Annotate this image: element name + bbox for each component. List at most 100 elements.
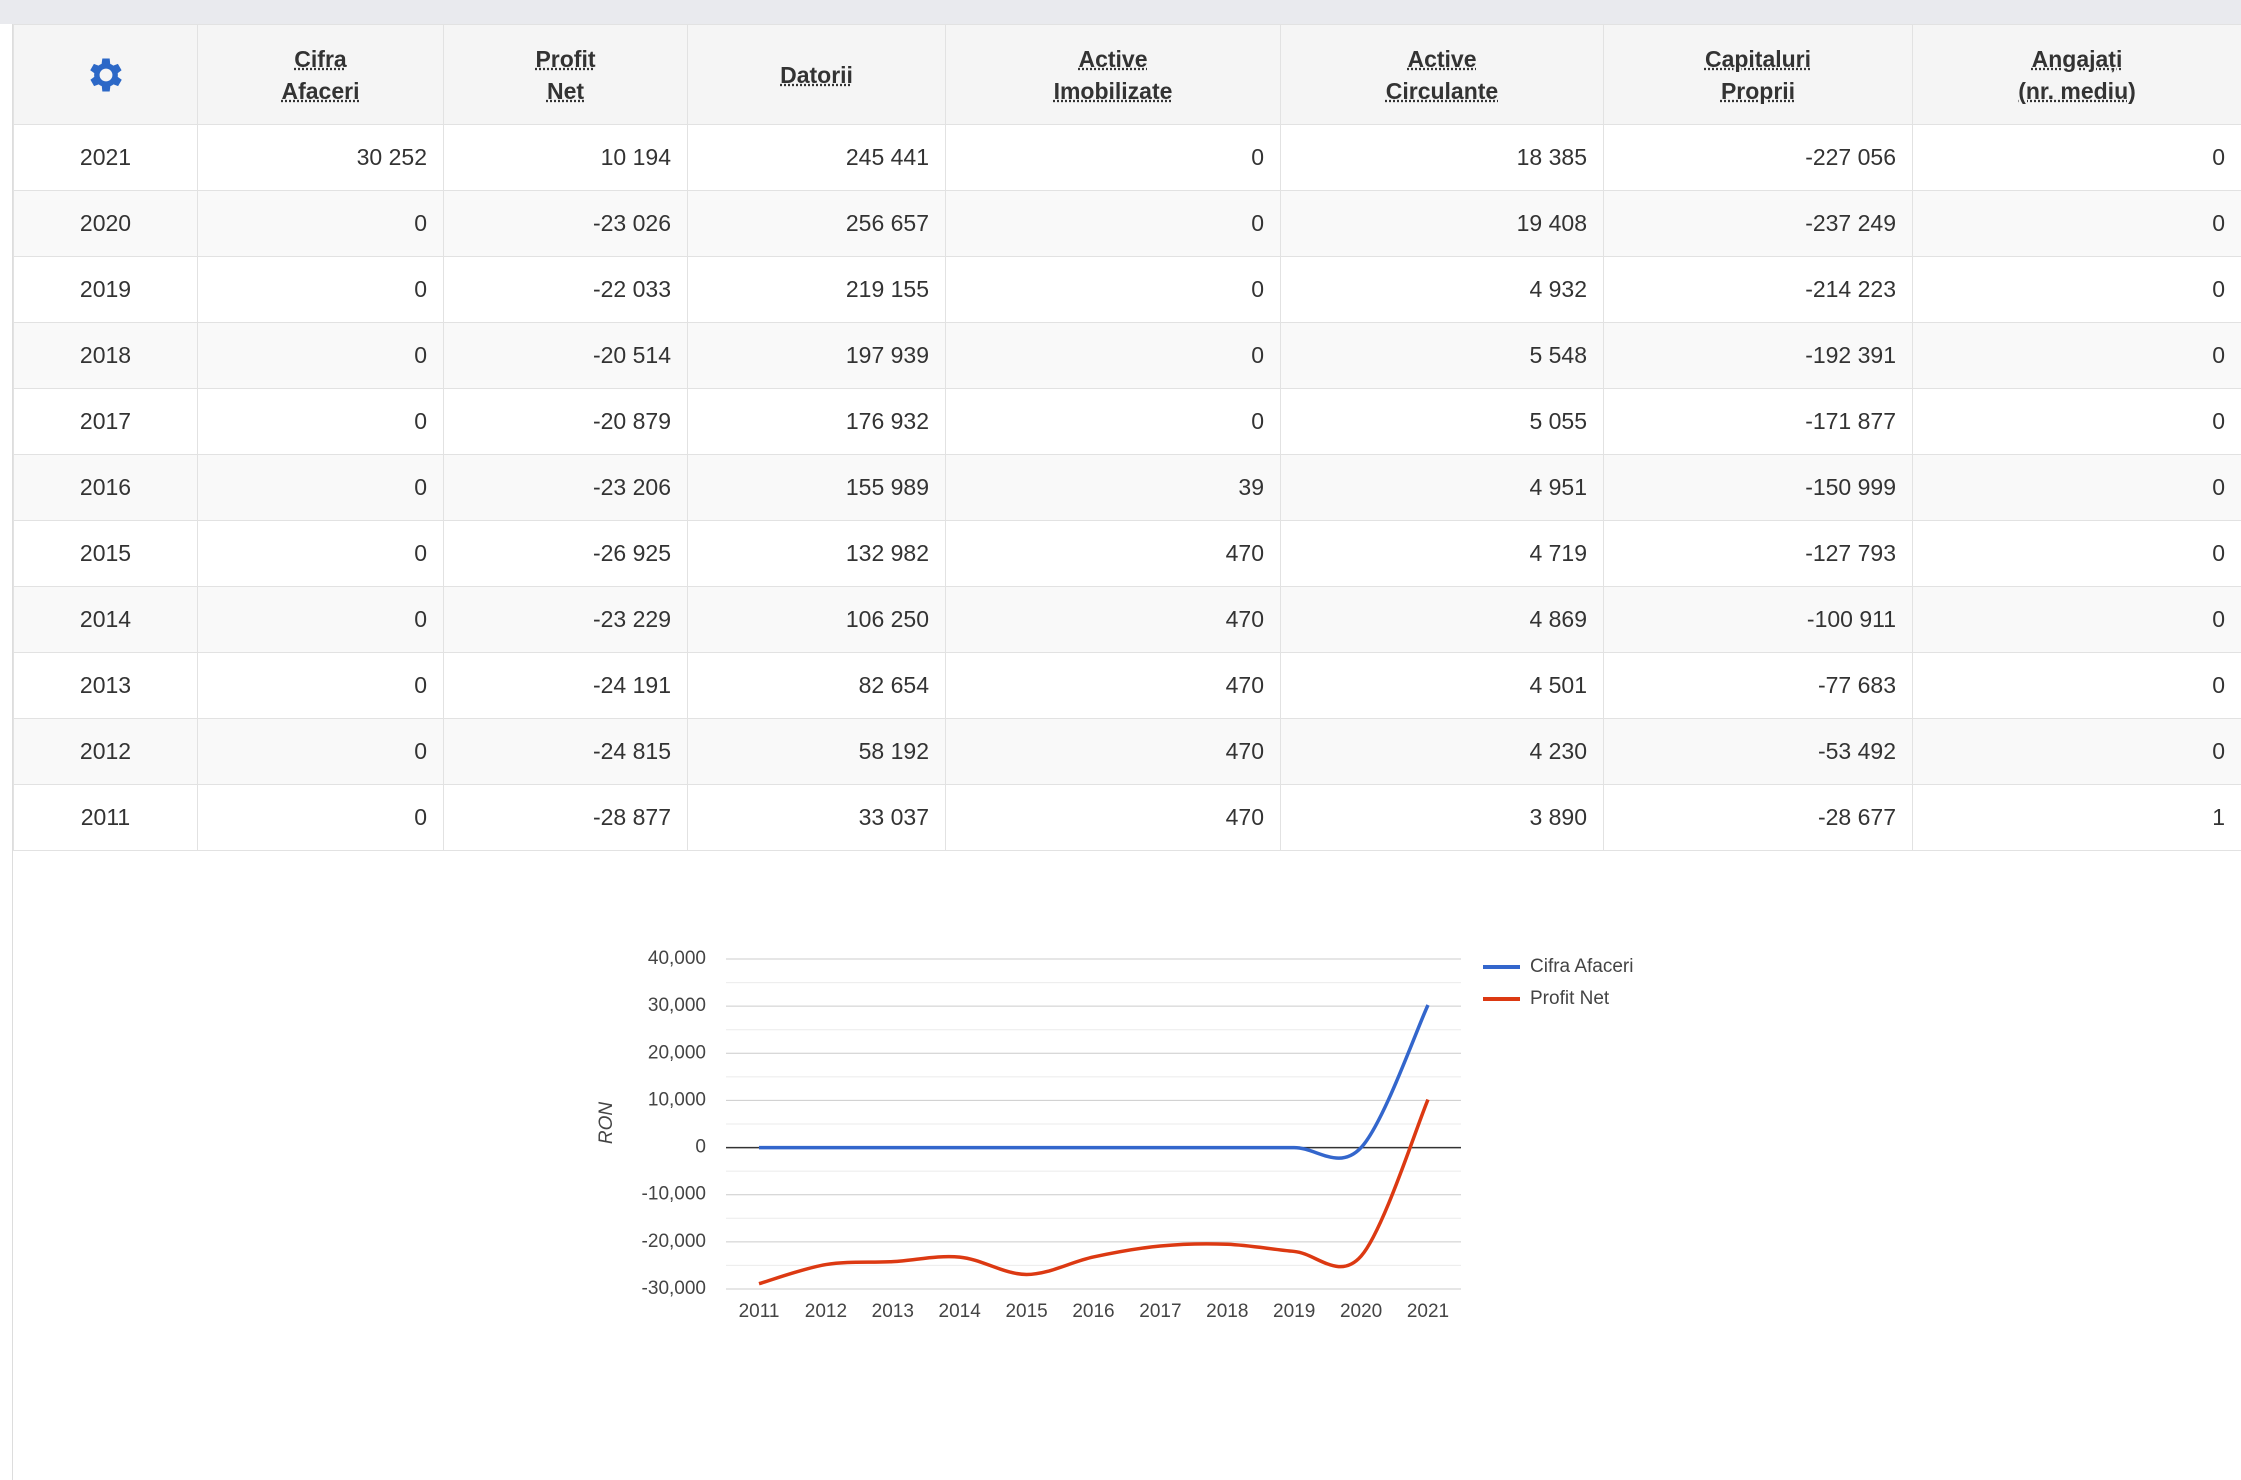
cell: 470 (945, 586, 1281, 653)
year-cell: 2018 (13, 322, 198, 389)
cell: 0 (945, 190, 1281, 257)
cell: -237 249 (1603, 190, 1913, 257)
cell: 0 (197, 388, 444, 455)
cell: -100 911 (1603, 586, 1913, 653)
year-cell: 2015 (13, 520, 198, 587)
y-tick-label: 30,000 (648, 995, 706, 1016)
y-tick-label: 10,000 (648, 1089, 706, 1110)
column-header[interactable]: Cifra Afaceri (197, 24, 444, 125)
top-bar (0, 0, 2241, 24)
header-text[interactable]: Active (1407, 45, 1477, 72)
cell: 0 (197, 718, 444, 785)
legend-label: Profit Net (1530, 988, 1610, 1009)
table-row: 2012 0 -24 815 58 192 470 4 230 -53 492 0 (13, 718, 2241, 785)
table-row: 2014 0 -23 229 106 250 470 4 869 -100 911 0 (13, 586, 2241, 653)
cell: 256 657 (687, 190, 946, 257)
cell: 0 (1912, 520, 2241, 587)
column-header[interactable]: Active Circulante (1280, 24, 1604, 125)
cell: 0 (1912, 586, 2241, 653)
cell: 219 155 (687, 256, 946, 323)
header-text[interactable]: Circulante (1385, 77, 1499, 104)
cell: 30 252 (197, 124, 444, 191)
year-cell: 2011 (13, 784, 198, 851)
cell: 470 (945, 652, 1281, 719)
cell: -28 677 (1603, 784, 1913, 851)
column-header[interactable]: Active Imobilizate (945, 24, 1281, 125)
cell: 0 (1912, 256, 2241, 323)
cell: -24 191 (443, 652, 688, 719)
header-text[interactable]: Cifra (294, 45, 347, 72)
table-row: 2019 0 -22 033 219 155 0 4 932 -214 223 0 (13, 256, 2241, 323)
column-header[interactable]: Profit Net (443, 24, 688, 125)
year-cell: 2012 (13, 718, 198, 785)
header-text[interactable]: Angajați (2031, 45, 2123, 72)
y-axis-title: RON (596, 1102, 617, 1145)
cell: 245 441 (687, 124, 946, 191)
cell: 0 (197, 784, 444, 851)
settings-cell (13, 24, 198, 125)
column-header[interactable]: Angajați (nr. mediu) (1912, 24, 2241, 125)
cell: -150 999 (1603, 454, 1913, 521)
header-text[interactable]: Capitaluri (1704, 45, 1812, 72)
header-text[interactable]: Net (546, 77, 585, 104)
header-text[interactable]: Active (1078, 45, 1148, 72)
header-text[interactable]: Datorii (780, 61, 853, 88)
cell: -23 206 (443, 454, 688, 521)
y-tick-label: 40,000 (648, 948, 706, 969)
x-tick-label: 2020 (1340, 1301, 1382, 1322)
cell: 5 548 (1280, 322, 1604, 389)
cell: 0 (197, 256, 444, 323)
border (12, 24, 13, 1480)
x-tick-label: 2011 (739, 1301, 780, 1322)
table-row: 2020 0 -23 026 256 657 0 19 408 -237 249 0 (13, 190, 2241, 257)
cell: 4 932 (1280, 256, 1604, 323)
y-tick-label: -30,000 (642, 1278, 706, 1299)
settings-icon[interactable] (84, 53, 128, 97)
header-text[interactable]: Proprii (1720, 77, 1796, 104)
cell: 470 (945, 784, 1281, 851)
cell: 58 192 (687, 718, 946, 785)
cell: 3 890 (1280, 784, 1604, 851)
cell: 0 (1912, 322, 2241, 389)
x-tick-label: 2018 (1206, 1301, 1248, 1322)
cell: 0 (197, 322, 444, 389)
cell: 197 939 (687, 322, 946, 389)
year-cell: 2020 (13, 190, 198, 257)
x-tick-label: 2012 (805, 1301, 847, 1322)
header-text[interactable]: Imobilizate (1053, 77, 1173, 104)
cell: 33 037 (687, 784, 946, 851)
y-tick-label: 20,000 (648, 1042, 706, 1063)
header-text[interactable]: Afaceri (281, 77, 360, 104)
year-cell: 2019 (13, 256, 198, 323)
year-cell: 2014 (13, 586, 198, 653)
year-cell: 2016 (13, 454, 198, 521)
column-header[interactable]: Capitaluri Proprii (1603, 24, 1913, 125)
table-row: 2018 0 -20 514 197 939 0 5 548 -192 391 0 (13, 322, 2241, 389)
x-tick-label: 2017 (1139, 1301, 1181, 1322)
cell: -214 223 (1603, 256, 1913, 323)
legend-label: Cifra Afaceri (1530, 956, 1633, 977)
cell: 0 (1912, 718, 2241, 785)
series-line (758, 1098, 1430, 1286)
cell: -77 683 (1603, 652, 1913, 719)
cell: 0 (1912, 652, 2241, 719)
header-text[interactable]: Profit (535, 45, 596, 72)
table-row: 2011 0 -28 877 33 037 470 3 890 -28 677 1 (13, 784, 2241, 851)
series-line (759, 1004, 1430, 1160)
cell: 0 (1912, 190, 2241, 257)
cell: -26 925 (443, 520, 688, 587)
x-tick-label: 2014 (939, 1301, 982, 1322)
x-tick-label: 2015 (1005, 1301, 1047, 1322)
x-tick-label: 2013 (872, 1301, 914, 1322)
header-row: Cifra Afaceri Profit Net Datorii Active Imobil… (13, 24, 2241, 125)
table-row: 2015 0 -26 925 132 982 470 4 719 -127 793 0 (13, 520, 2241, 587)
cell: 1 (1912, 784, 2241, 851)
header-text[interactable]: (nr. mediu) (2018, 77, 2136, 104)
y-tick-label: -20,000 (642, 1231, 706, 1252)
cell: 0 (945, 256, 1281, 323)
y-tick-label: -10,000 (642, 1184, 706, 1205)
column-header[interactable]: Datorii (687, 24, 946, 125)
cell: 0 (197, 586, 444, 653)
